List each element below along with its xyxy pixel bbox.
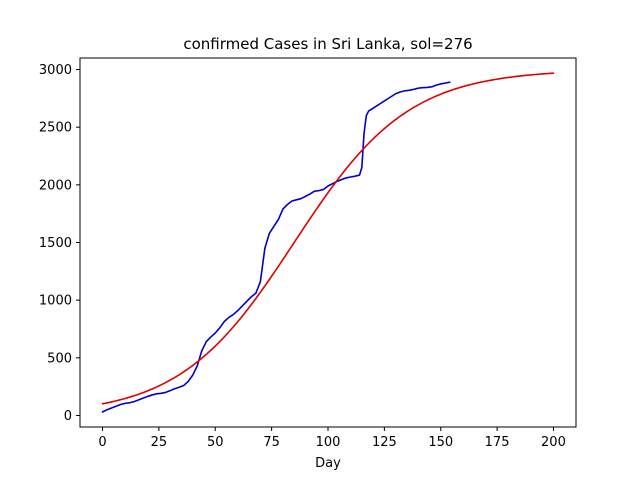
y-tick-label: 2500 xyxy=(39,121,72,136)
x-tick-label: 150 xyxy=(428,435,453,450)
y-tick-label: 0 xyxy=(64,409,72,424)
series-line-fit xyxy=(101,72,555,405)
plot-area xyxy=(101,72,555,413)
y-tick-label: 1500 xyxy=(39,236,72,251)
x-tick-label: 200 xyxy=(541,435,566,450)
plot-frame xyxy=(79,57,577,428)
x-tick-label: 75 xyxy=(263,435,280,450)
y-tick-label: 3000 xyxy=(39,63,72,78)
x-axis: 0 25 50 75 100 125 150 175 200 xyxy=(98,427,566,450)
x-tick-label: 175 xyxy=(485,435,510,450)
x-tick-label: 25 xyxy=(151,435,168,450)
chart-title: confirmed Cases in Sri Lanka, sol=276 xyxy=(183,35,472,53)
x-tick-label: 125 xyxy=(372,435,397,450)
x-tick-label: 100 xyxy=(316,435,341,450)
y-axis: 0 500 1000 1500 2000 2500 3000 xyxy=(39,63,80,424)
x-axis-label: Day xyxy=(315,456,341,471)
y-tick-label: 500 xyxy=(47,351,72,366)
series-line-confirmed xyxy=(101,81,451,413)
y-tick-label: 1000 xyxy=(39,294,72,309)
y-tick-label: 2000 xyxy=(39,178,72,193)
x-tick-label: 50 xyxy=(207,435,224,450)
x-tick-label: 0 xyxy=(98,435,106,450)
